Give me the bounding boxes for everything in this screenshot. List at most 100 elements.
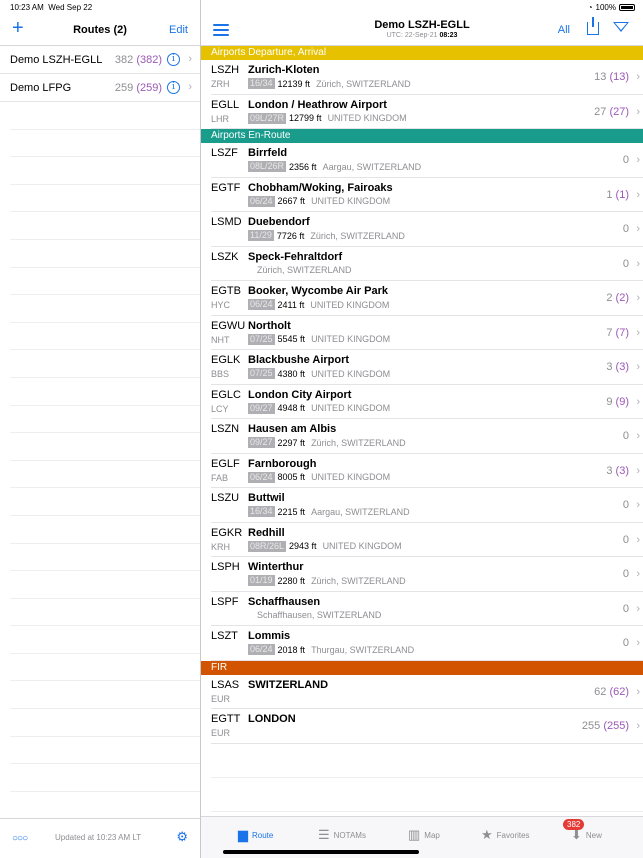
- airport-details: 01/19 2280 ft Zürich, SWITZERLAND: [248, 575, 406, 586]
- route-count-total: 259: [114, 82, 134, 94]
- icao-code: EGKR: [211, 526, 243, 539]
- notam-count-total: 0: [622, 637, 629, 649]
- airport-row[interactable]: LSPH Winterthur 01/19 2280 ft Zürich, SWITZE…: [211, 557, 643, 592]
- menu-icon[interactable]: [213, 24, 229, 39]
- airport-row[interactable]: LSZU Buttwil 16/34 2215 ft Aargau, SWITZERLA…: [211, 488, 643, 523]
- airport-location: Aargau, SWITZERLAND: [322, 161, 422, 172]
- all-button[interactable]: All: [557, 24, 570, 36]
- airport-row[interactable]: LSMD Duebendorf 11/29 7726 ft Zürich, SWITZE…: [211, 212, 643, 247]
- empty-row: [10, 764, 200, 792]
- airport-row[interactable]: LSZT Lommis 06/24 2018 ft Thurgau, SWITZERLA…: [211, 626, 643, 661]
- notam-count-total: 1: [606, 188, 613, 201]
- gear-icon[interactable]: ⚙: [176, 829, 188, 844]
- airport-row[interactable]: EGLK BBS Blackbushe Airport 07/25 4380 ft UNI…: [211, 350, 643, 385]
- icao-code: LSZF: [211, 147, 238, 159]
- tab-label: Favorites: [496, 830, 530, 840]
- airport-row[interactable]: LSZF Birrfeld 08L/26R 2356 ft Aargau, SWITZE…: [211, 143, 643, 178]
- empty-row: [10, 295, 200, 323]
- tab-label: Route: [252, 830, 274, 840]
- info-icon[interactable]: i: [167, 81, 180, 94]
- empty-row: [10, 599, 200, 627]
- airport-name: SWITZERLAND: [248, 678, 329, 691]
- airport-row[interactable]: LSZK Speck-Fehraltdorf Zürich, SWITZERLAND…: [211, 247, 643, 281]
- empty-row: [10, 516, 200, 544]
- tab-new[interactable]: ⬇ New: [571, 827, 602, 843]
- empty-row: [10, 323, 200, 351]
- airport-row[interactable]: EGTF Chobham/Woking, Fairoaks 06/24 2667 ft…: [211, 178, 643, 212]
- airport-location: Schaffhausen, SWITZERLAND: [257, 609, 382, 620]
- notam-count-total: 3: [606, 464, 613, 477]
- runway-length: 12799 ft: [289, 113, 322, 123]
- airport-row[interactable]: EGTT EUR LONDON 255 (255) ›: [211, 709, 643, 744]
- info-icon[interactable]: i: [167, 53, 180, 66]
- notam-count: 2 (2): [606, 292, 629, 304]
- filter-icon[interactable]: [613, 22, 629, 32]
- runway-badge: 09/27: [248, 437, 275, 448]
- runway-length: 8005 ft: [277, 472, 306, 482]
- airport-row[interactable]: LSAS EUR SWITZERLAND 62 (62) ›: [211, 675, 643, 709]
- notam-count-total: 13: [594, 71, 607, 83]
- chevron-right-icon: ›: [636, 361, 640, 373]
- notam-count-total: 27: [594, 105, 607, 118]
- notam-count: 0: [623, 223, 629, 235]
- notam-count-total: 62: [594, 685, 607, 698]
- airport-details: 16/34 12139 ft Zürich, SWITZERLAND: [248, 78, 411, 89]
- edit-button[interactable]: Edit: [169, 24, 188, 36]
- icao-code: LSZT: [211, 630, 238, 642]
- folder-icon: ▆: [238, 827, 248, 842]
- chevron-right-icon: ›: [636, 430, 640, 442]
- airport-name: Buttwil: [248, 492, 285, 504]
- runway-length: 4380 ft: [277, 368, 306, 379]
- section-header: FIR: [201, 660, 643, 675]
- icao-code: LSZN: [211, 423, 240, 435]
- more-icon[interactable]: ○○○: [12, 833, 28, 844]
- runway-badge: 01/19: [248, 575, 275, 586]
- airport-row[interactable]: EGKR KRH Redhill 08R/26L 2943 ft UNITED KINGD…: [211, 523, 643, 557]
- notam-count-total: 0: [622, 154, 629, 166]
- chevron-right-icon: ›: [636, 71, 640, 83]
- runway-length: 2018 ft: [277, 644, 306, 655]
- icao-code: EGTT: [211, 713, 241, 725]
- airport-row[interactable]: EGWU NHT Northolt 07/25 5545 ft UNITED KINGDO…: [211, 316, 643, 350]
- notam-count-new: (1): [615, 188, 629, 201]
- airport-row[interactable]: LSPF Schaffhausen Schaffhausen, SWITZERLAN…: [211, 592, 643, 626]
- split-divider[interactable]: [200, 0, 201, 858]
- tab-favorites[interactable]: ★ Favorites: [481, 827, 530, 843]
- tab-notams[interactable]: ☰ NOTAMs: [318, 827, 366, 843]
- chevron-right-icon: ›: [636, 154, 640, 166]
- runway-length: 2297 ft: [277, 437, 306, 448]
- route-row[interactable]: Demo LSZH-EGLL 382 (382) i ›: [0, 46, 200, 74]
- iata-code: BBS: [211, 369, 230, 379]
- airport-details: Zürich, SWITZERLAND: [248, 265, 352, 275]
- share-icon[interactable]: [587, 17, 599, 35]
- notam-count: 0: [623, 603, 629, 615]
- iata-code: NHT: [211, 334, 230, 345]
- battery-percent: 100%: [595, 3, 616, 12]
- tab-label: Map: [424, 830, 440, 840]
- icao-code: LSAS: [211, 678, 240, 691]
- tab-route[interactable]: ▆ Route: [238, 827, 273, 843]
- route-count-new: (382): [136, 54, 162, 66]
- airport-row[interactable]: EGLL LHR London / Heathrow Airport 09L/27R 1…: [211, 95, 643, 129]
- tab-label: New: [585, 830, 602, 840]
- airport-row[interactable]: LSZN Hausen am Albis 09/27 2297 ft Zürich, S…: [211, 419, 643, 454]
- route-detail: Demo LSZH-EGLL UTC: 22-Sep-21 08:23 All …: [201, 14, 643, 858]
- icao-code: EGLL: [211, 98, 240, 111]
- notam-count-total: 0: [622, 499, 629, 511]
- airport-row[interactable]: LSZH ZRH Zurich-Kloten 16/34 12139 ft Zürich,…: [211, 60, 643, 95]
- add-route-button[interactable]: +: [12, 17, 24, 39]
- tab-map[interactable]: ▥ Map: [408, 827, 440, 843]
- airport-location: Zürich, SWITZERLAND: [311, 437, 406, 448]
- airport-row[interactable]: EGLC LCY London City Airport 09/27 4948 ft UN…: [211, 385, 643, 419]
- airport-row[interactable]: EGLF FAB Farnborough 06/24 8005 ft UNITED KIN…: [211, 454, 643, 488]
- route-row[interactable]: Demo LFPG 259 (259) i ›: [0, 74, 200, 102]
- iata-code: HYC: [211, 300, 231, 310]
- battery-icon: [619, 4, 635, 11]
- airport-row[interactable]: EGTB HYC Booker, Wycombe Air Park 06/24 2411…: [211, 281, 643, 316]
- chevron-right-icon: ›: [636, 568, 640, 580]
- runway-badge: 06/24: [248, 299, 275, 310]
- empty-row: [10, 461, 200, 489]
- airport-location: Zürich, SWITZERLAND: [311, 575, 406, 586]
- airport-name: Booker, Wycombe Air Park: [248, 285, 388, 297]
- chevron-right-icon: ›: [636, 637, 640, 649]
